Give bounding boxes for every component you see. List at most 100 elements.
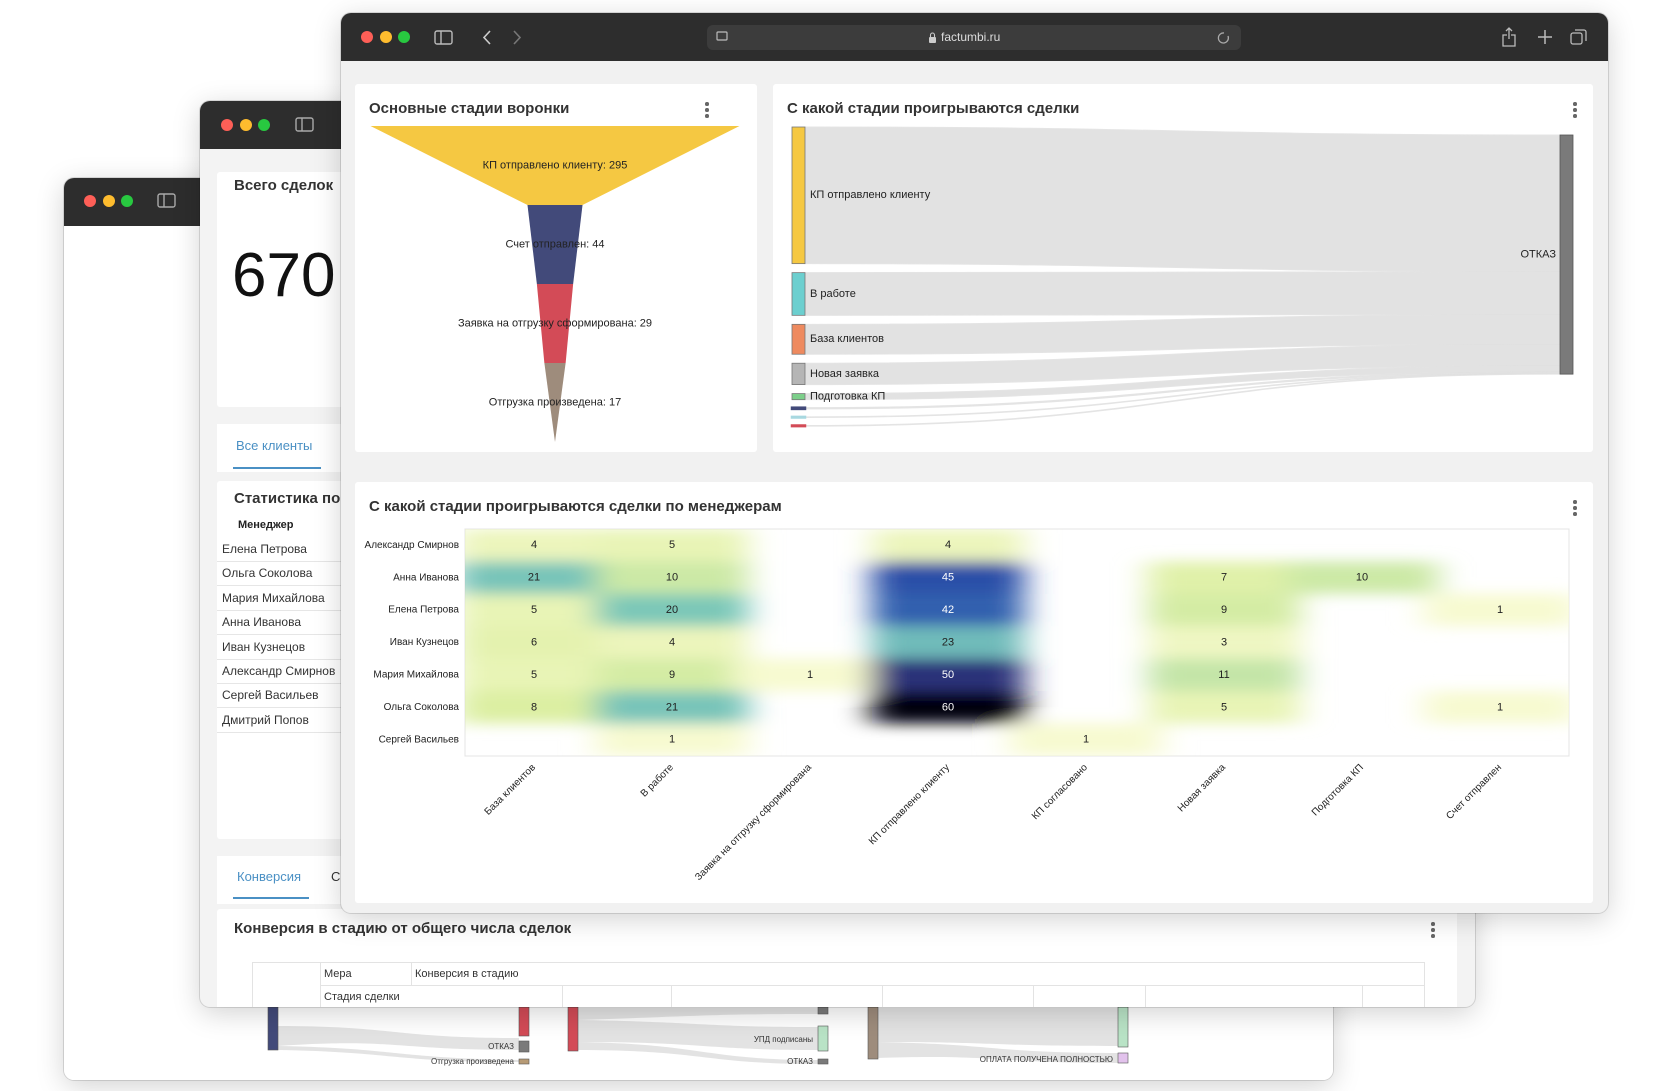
sankey-node xyxy=(791,272,806,316)
tabs-button-back xyxy=(1575,29,1587,41)
cell-label: 4 xyxy=(531,539,537,551)
flow-node xyxy=(267,1006,279,1051)
minimize-button[interactable] xyxy=(103,195,115,207)
cell-label: 60 xyxy=(942,701,954,713)
close-button[interactable] xyxy=(221,119,233,131)
tabs-button[interactable] xyxy=(1570,32,1583,45)
heatmap-cell xyxy=(872,593,1024,627)
funnel-segment xyxy=(544,363,566,442)
cell-label: 20 xyxy=(666,604,678,616)
minimize-button[interactable] xyxy=(240,119,252,131)
funnel-segment xyxy=(536,284,574,363)
zoom-button[interactable] xyxy=(398,31,410,43)
flow-node xyxy=(1117,1006,1129,1048)
row-label: Ольга Соколова xyxy=(384,702,460,713)
panel-menu[interactable] xyxy=(1431,922,1435,940)
share-button[interactable] xyxy=(1502,27,1516,47)
heatmap-cell xyxy=(596,691,748,724)
cell-label: 23 xyxy=(942,636,954,648)
cell-label: 50 xyxy=(942,669,954,681)
tab[interactable]: Все клиенты xyxy=(236,438,313,453)
cell-label: 10 xyxy=(666,572,678,584)
sankey-link xyxy=(804,271,1561,316)
sankey-target-label: ОТКАЗ xyxy=(1520,248,1556,260)
panel-title: С какой стадии проигрываются сделки xyxy=(787,100,1080,117)
data-label: Счет отправлен: 44 xyxy=(505,238,604,250)
row-label: Иван Кузнецов xyxy=(390,637,459,648)
heatmap-cell xyxy=(872,691,1024,724)
cell-label: 42 xyxy=(942,604,954,616)
url[interactable]: factumbi.ru xyxy=(941,30,1000,44)
pivot-divider xyxy=(320,985,1425,986)
lock-shackle xyxy=(929,32,936,37)
column-label: Подготовка КП xyxy=(1310,762,1366,818)
cell-label: 5 xyxy=(531,604,537,616)
cell-label: 45 xyxy=(942,572,954,584)
column-label: Новая заявка xyxy=(1176,762,1228,814)
cell-label: 10 xyxy=(1356,572,1368,584)
sankey-label: КП отправлено клиенту xyxy=(810,189,931,201)
heatmap-cell xyxy=(596,593,748,627)
reader-icon[interactable] xyxy=(716,31,728,41)
cell-label: 21 xyxy=(666,701,678,713)
data-label: Заявка на отгрузку сформирована: 29 xyxy=(458,317,652,329)
panel-menu[interactable] xyxy=(1573,102,1577,120)
pivot-label: Стадия сделки xyxy=(324,991,400,1003)
conversion-panel xyxy=(217,909,1457,1007)
minimize-button[interactable] xyxy=(380,31,392,43)
window-controls xyxy=(84,193,176,208)
column-header[interactable]: Менеджер xyxy=(238,519,294,531)
window-controls xyxy=(221,117,314,132)
close-button[interactable] xyxy=(84,195,96,207)
forward-button[interactable] xyxy=(513,30,522,45)
heatmap-cell xyxy=(596,529,748,562)
kpi-value: 670 xyxy=(232,241,336,310)
zoom-button[interactable] xyxy=(121,195,133,207)
sankey-label: Подготовка КП xyxy=(810,391,885,403)
cell-label: 4 xyxy=(669,636,675,648)
close-button[interactable] xyxy=(361,31,373,43)
heatmap-panel: С какой стадии проигрываются сделки по м… xyxy=(355,482,1593,903)
column-label: В работе xyxy=(638,761,676,799)
stats-title: Статистика по xyxy=(234,490,341,507)
flow-link xyxy=(878,1008,1118,1046)
sidebar-icon[interactable] xyxy=(157,193,176,208)
cell-label: 1 xyxy=(1497,604,1503,616)
funnel-panel: Основные стадии воронки КП отправлено кл… xyxy=(355,84,757,452)
heatmap-cell xyxy=(465,593,610,627)
lock-icon xyxy=(929,37,936,43)
flow-node xyxy=(567,1006,579,1052)
flow-label: ОТКАЗ xyxy=(488,1042,514,1051)
sidebar-icon[interactable] xyxy=(295,117,314,132)
cell-label: 21 xyxy=(528,572,540,584)
heatmap-cell xyxy=(596,626,748,659)
heatmap-cell xyxy=(1148,593,1300,627)
panel-menu[interactable] xyxy=(705,102,709,120)
sankey-node xyxy=(791,323,806,355)
column-label: Счет отправлен xyxy=(1444,762,1504,822)
panel-menu[interactable] xyxy=(1573,500,1577,518)
tab-underline xyxy=(233,467,321,469)
flow-node xyxy=(817,1058,829,1065)
heatmap-cell xyxy=(465,626,610,659)
toolbar: factumbi.ru xyxy=(361,25,1587,50)
cell-label: 11 xyxy=(1218,669,1229,681)
tab[interactable]: Конверсия xyxy=(237,869,302,884)
flow-node xyxy=(1117,1052,1129,1064)
zoom-button[interactable] xyxy=(258,119,270,131)
flow-label: Отгрузка произведена xyxy=(431,1057,515,1066)
sidebar-icon[interactable] xyxy=(434,30,453,45)
heatmap-cell xyxy=(734,658,886,692)
back-button[interactable] xyxy=(482,30,491,45)
sankey-label: В работе xyxy=(810,288,856,300)
cell-label: 6 xyxy=(531,636,537,648)
tab[interactable]: С xyxy=(331,869,341,884)
heatmap-cell xyxy=(465,691,610,724)
cell-label: 5 xyxy=(1221,701,1227,713)
address-bar[interactable] xyxy=(707,25,1241,50)
new-tab-button[interactable] xyxy=(1538,30,1552,44)
funnel-segment xyxy=(527,205,583,284)
reload-button[interactable] xyxy=(1217,32,1230,44)
sankey-node xyxy=(791,362,806,385)
